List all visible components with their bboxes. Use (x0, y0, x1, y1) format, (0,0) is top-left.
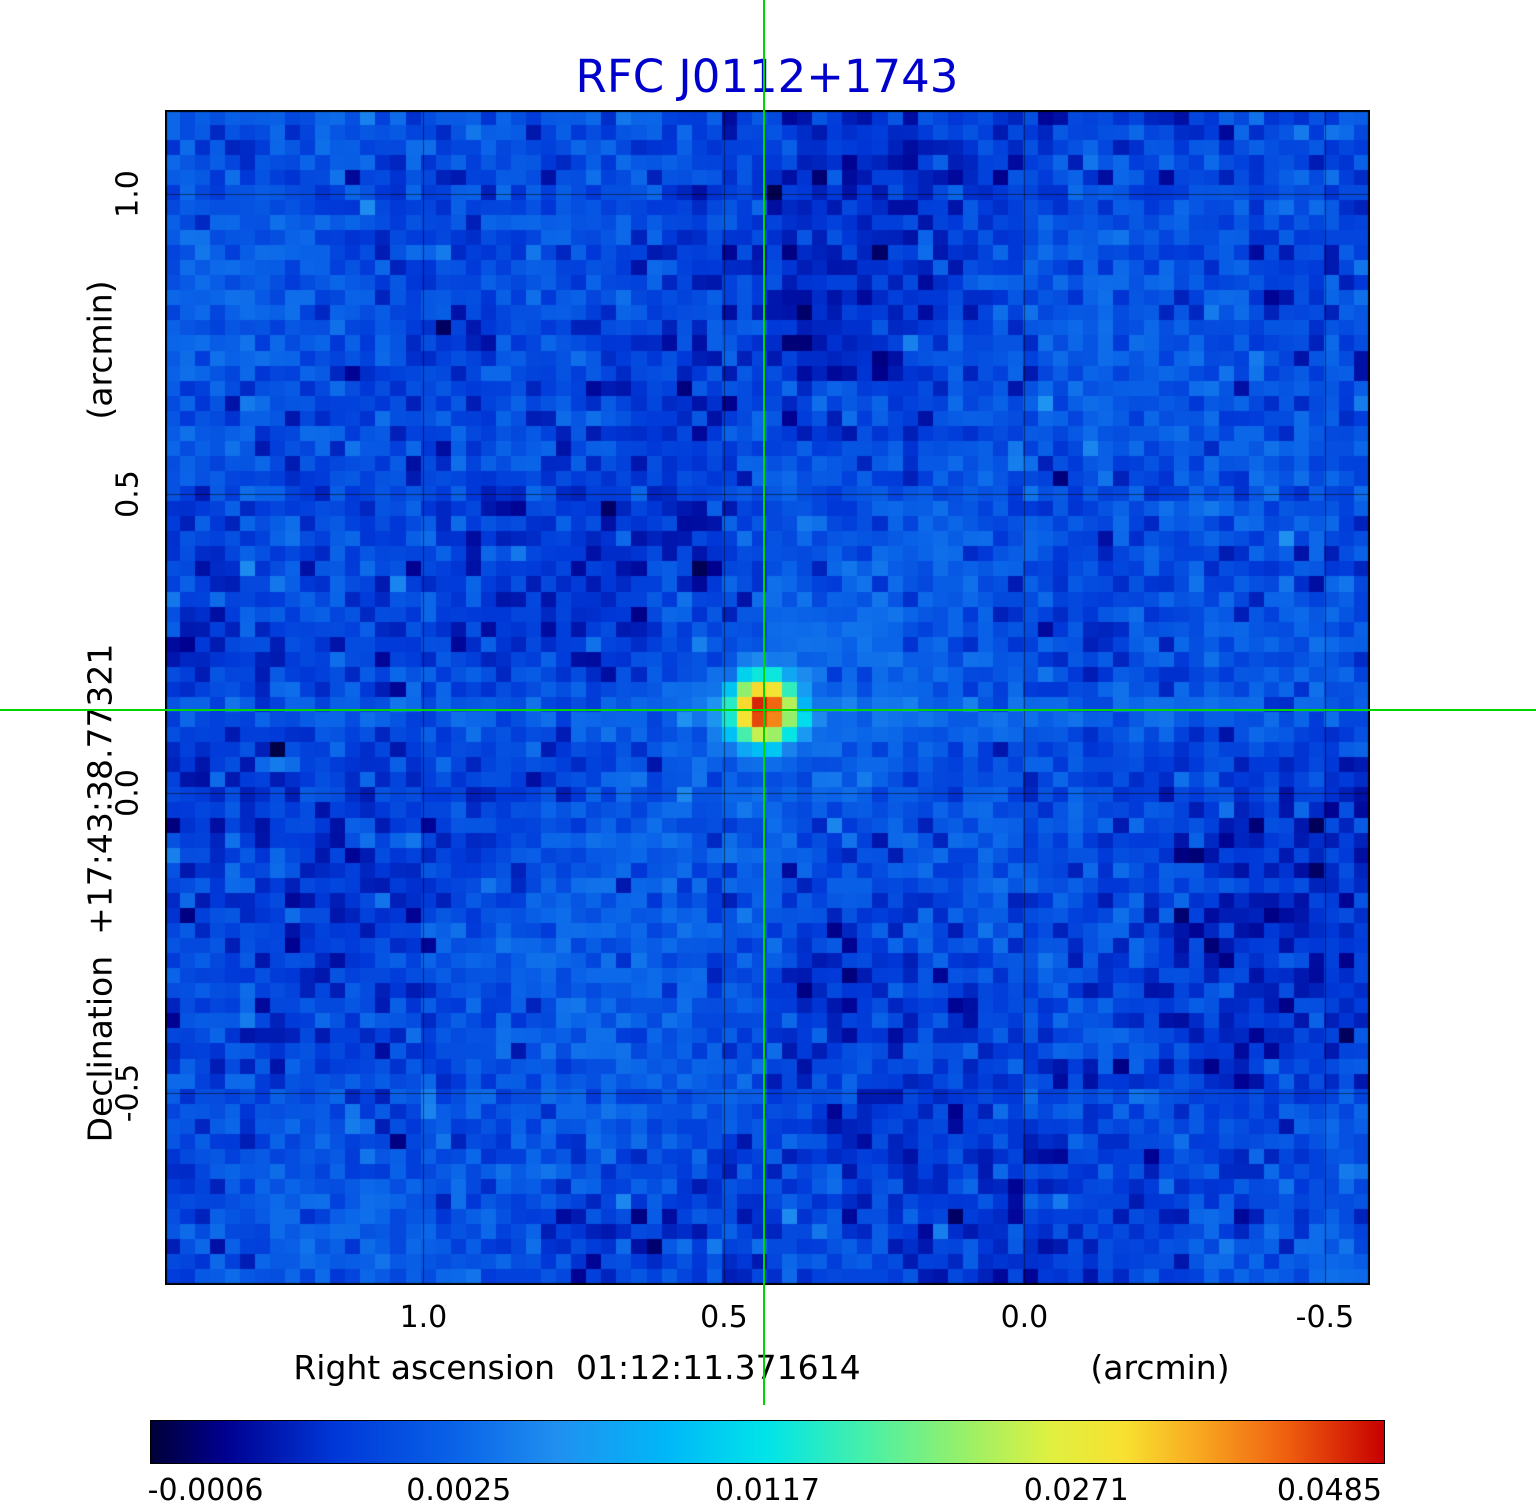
x-axis-unit: (arcmin) (1090, 1348, 1230, 1387)
colorbar-tick-label: 0.0485 (1276, 1473, 1382, 1508)
intensity-colorbar (150, 1420, 1385, 1464)
y-axis-unit: (arcmin) (80, 280, 120, 420)
colorbar-tick-label: 0.0271 (1023, 1473, 1129, 1508)
colorbar-tick-label: 0.0025 (406, 1473, 512, 1508)
crosshair-horizontal-line (0, 709, 1536, 712)
colorbar-tick-label: -0.0006 (147, 1473, 264, 1508)
figure-title: RFC J0112+1743 (575, 50, 959, 103)
crosshair-vertical-line (763, 0, 766, 1405)
x-tick-label: 0.5 (700, 1300, 748, 1335)
colorbar-tick-label: 0.0117 (715, 1473, 820, 1508)
x-tick-label: 0.0 (1000, 1300, 1049, 1335)
y-tick-label: 0.5 (110, 469, 146, 518)
y-axis-label: Declination +17:43:38.77321 (80, 643, 120, 1143)
y-tick-label: 1.0 (110, 170, 146, 218)
x-tick-label: 1.0 (399, 1300, 448, 1335)
x-tick-label: -0.5 (1295, 1300, 1355, 1335)
x-axis-label: Right ascension 01:12:11.371614 (293, 1348, 861, 1387)
sky-map-canvas (165, 110, 1370, 1285)
sky-map-plot (165, 110, 1370, 1285)
